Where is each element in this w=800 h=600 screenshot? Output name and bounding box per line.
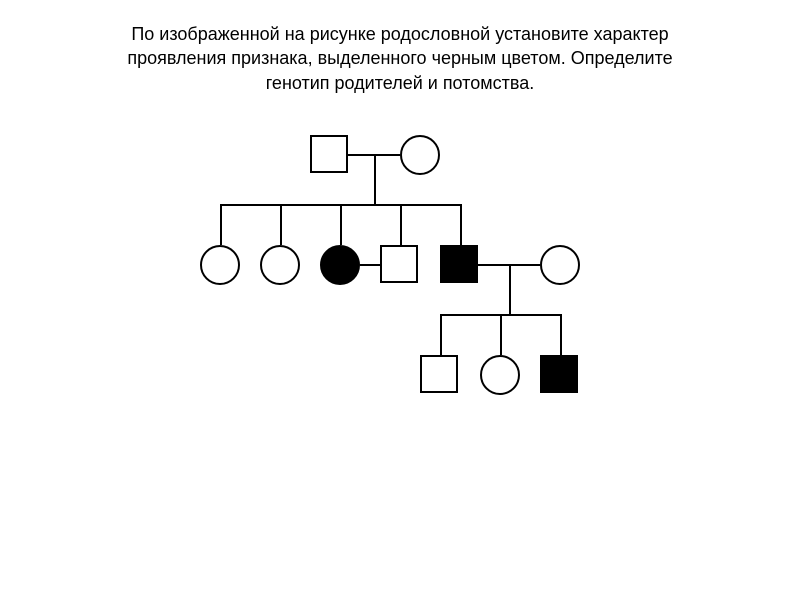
title-line-1: По изображенной на рисунке родословной у… (131, 24, 668, 44)
g2-drop-to-g3 (509, 264, 511, 314)
g3-m3-affected (540, 355, 578, 393)
g3-f2 (480, 355, 520, 395)
g2-drop-5 (460, 204, 462, 245)
g2-m5-affected (440, 245, 478, 283)
g1-drop (374, 154, 376, 204)
g2-f2 (260, 245, 300, 285)
g2-m-spouse (380, 245, 418, 283)
g2-f-spouse (540, 245, 580, 285)
title-line-3: генотип родителей и потомства. (266, 73, 534, 93)
g1-male (310, 135, 348, 173)
g2-drop-4 (400, 204, 402, 245)
question-text: По изображенной на рисунке родословной у… (0, 0, 800, 95)
g3-drop-3 (560, 314, 562, 355)
g1-female (400, 135, 440, 175)
g2-drop-2 (280, 204, 282, 245)
g2-mate-1 (360, 264, 380, 266)
g2-f3-affected (320, 245, 360, 285)
title-line-2: проявления признака, выделенного черным … (127, 48, 672, 68)
g3-drop-1 (440, 314, 442, 355)
g2-drop-3 (340, 204, 342, 245)
g2-f1 (200, 245, 240, 285)
pedigree-chart (140, 135, 660, 455)
g3-m1 (420, 355, 458, 393)
g2-drop-1 (220, 204, 222, 245)
g3-drop-2 (500, 314, 502, 355)
